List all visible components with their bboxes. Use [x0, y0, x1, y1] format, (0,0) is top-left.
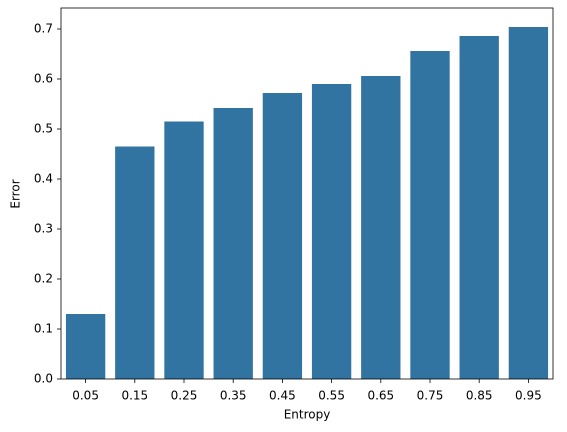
y-tick-label: 0.1 — [34, 322, 53, 336]
bar — [361, 76, 401, 379]
bar — [164, 121, 204, 379]
bar — [410, 51, 450, 379]
x-tick-label: 0.65 — [367, 389, 394, 403]
y-tick-label: 0.7 — [34, 22, 53, 36]
bar — [459, 36, 499, 379]
y-tick-label: 0.2 — [34, 272, 53, 286]
y-tick-label: 0.0 — [34, 372, 53, 386]
y-tick-label: 0.6 — [34, 72, 53, 86]
bar — [213, 108, 253, 379]
plot-frame — [60, 7, 554, 380]
bar — [311, 84, 352, 379]
bar — [65, 314, 106, 379]
y-tick-label: 0.3 — [34, 222, 53, 236]
y-tick-label: 0.4 — [34, 172, 53, 186]
bar — [262, 93, 303, 379]
bar — [508, 27, 549, 379]
x-tick-label: 0.85 — [466, 389, 493, 403]
x-tick-label: 0.55 — [318, 389, 345, 403]
x-tick-label: 0.25 — [171, 389, 198, 403]
y-axis-label: Error — [9, 179, 23, 208]
y-tick-label: 0.5 — [34, 122, 53, 136]
x-tick-label: 0.75 — [417, 389, 444, 403]
x-tick-label: 0.45 — [269, 389, 296, 403]
x-tick-label: 0.35 — [220, 389, 247, 403]
bar — [115, 146, 155, 379]
x-tick-label: 0.95 — [515, 389, 542, 403]
x-tick-label: 0.15 — [121, 389, 148, 403]
x-axis-label: Entropy — [284, 408, 331, 422]
x-tick-label: 0.05 — [72, 389, 99, 403]
